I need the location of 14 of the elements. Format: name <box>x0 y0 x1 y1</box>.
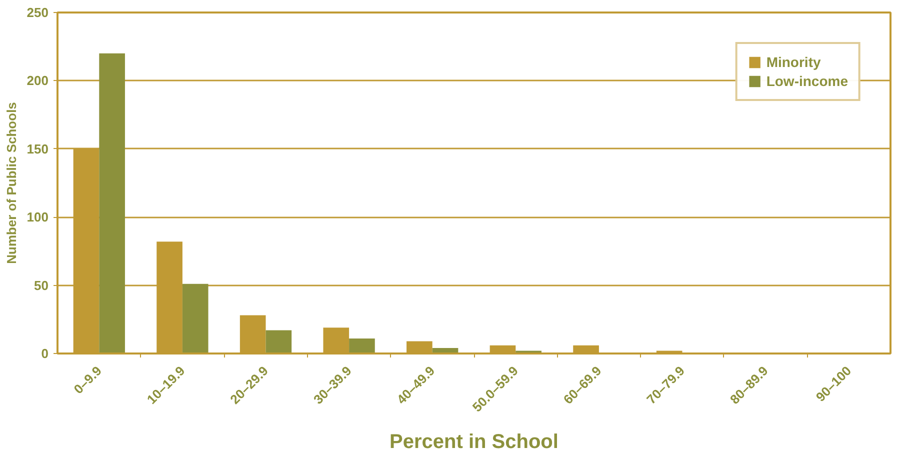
y-tick-label: 250 <box>26 5 49 20</box>
legend-label: Low-income <box>766 73 848 89</box>
y-tick-label: 100 <box>26 210 49 225</box>
y-tick-label: 50 <box>34 278 49 293</box>
bar <box>182 284 208 354</box>
bar <box>99 53 125 354</box>
y-tick-label: 150 <box>26 141 49 156</box>
y-tick-label: 200 <box>26 73 49 88</box>
bar <box>266 330 292 354</box>
bar <box>349 338 375 354</box>
y-tick-label: 0 <box>41 346 49 361</box>
x-axis-title: Percent in School <box>390 430 558 453</box>
legend-label: Minority <box>766 54 821 70</box>
y-axis-title: Number of Public Schools <box>4 102 19 264</box>
